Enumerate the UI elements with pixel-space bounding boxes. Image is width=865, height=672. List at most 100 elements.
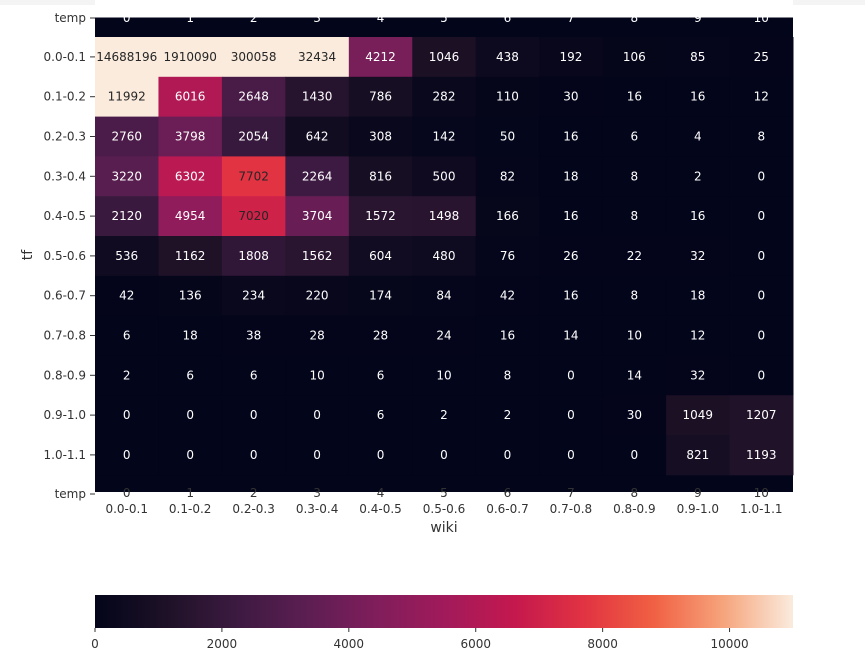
heatmap-cell xyxy=(412,37,477,78)
colorbar xyxy=(95,595,793,628)
x-top-partial-label: 1 xyxy=(186,11,194,25)
cell-value-label: 0 xyxy=(504,448,512,462)
cell-value-label: 6016 xyxy=(175,90,206,104)
heatmap-cell xyxy=(158,196,223,237)
cell-value-label: 16 xyxy=(690,209,705,223)
cell-value-label: 2 xyxy=(123,368,131,382)
heatmap-cell xyxy=(412,315,477,356)
heatmap-cell xyxy=(158,435,223,476)
cell-value-label: 84 xyxy=(436,289,451,303)
heatmap-cell xyxy=(158,395,223,436)
y-tick-label: temp xyxy=(55,11,86,25)
cell-value-label: 2264 xyxy=(302,169,333,183)
heatmap-cell xyxy=(539,315,604,356)
cell-value-label: 480 xyxy=(433,249,456,263)
heatmap-cell xyxy=(666,196,731,237)
cell-value-label: 10 xyxy=(627,329,642,343)
cell-value-label: 0 xyxy=(567,408,575,422)
y-tick-label: 0.4-0.5 xyxy=(44,209,87,223)
heatmap-cell xyxy=(539,196,604,237)
heatmap-cell xyxy=(602,236,667,277)
heatmap-cell xyxy=(539,435,604,476)
heatmap-cell xyxy=(539,395,604,436)
heatmap-cell xyxy=(729,37,794,78)
cell-value-label: 32434 xyxy=(298,50,336,64)
heatmap-cell xyxy=(666,315,731,356)
heatmap-cell xyxy=(95,156,159,197)
heatmap-cell xyxy=(666,435,731,476)
cell-value-label: 12 xyxy=(754,90,769,104)
x-overlap-label: 0 xyxy=(123,486,131,500)
cell-value-label: 142 xyxy=(433,130,456,144)
x-overlap-label: 5 xyxy=(440,486,448,500)
heatmap-cell xyxy=(602,116,667,157)
cell-value-label: 0 xyxy=(440,448,448,462)
cell-value-label: 536 xyxy=(115,249,138,263)
x-tick-label: 0.9-1.0 xyxy=(677,502,720,516)
cell-value-label: 76 xyxy=(500,249,515,263)
cell-value-label: 192 xyxy=(559,50,582,64)
cell-value-label: 0 xyxy=(757,329,765,343)
heatmap-cell xyxy=(475,236,540,277)
cell-value-label: 16 xyxy=(627,90,642,104)
cell-value-label: 0 xyxy=(757,249,765,263)
heatmap-cell xyxy=(729,435,794,476)
heatmap-cell xyxy=(221,315,286,356)
heatmap-cell xyxy=(666,275,731,317)
cell-value-label: 1162 xyxy=(175,249,206,263)
heatmap-cell xyxy=(412,76,477,118)
heatmap-cell xyxy=(539,275,604,317)
cell-value-label: 32 xyxy=(690,249,705,263)
cell-value-label: 0 xyxy=(567,448,575,462)
heatmap-cell xyxy=(666,355,731,396)
cell-value-label: 0 xyxy=(250,448,258,462)
cell-value-label: 1207 xyxy=(746,408,777,422)
cell-value-label: 1049 xyxy=(683,408,714,422)
cell-value-label: 16 xyxy=(563,130,578,144)
cell-value-label: 642 xyxy=(306,130,329,144)
cell-value-label: 1562 xyxy=(302,249,333,263)
cell-value-label: 1430 xyxy=(302,90,333,104)
heatmap-cell-labels: 14688196 1910090 300058 32434 4212 1046 438 192… xyxy=(96,50,776,462)
cell-value-label: 220 xyxy=(306,289,329,303)
heatmap-cell xyxy=(285,315,350,356)
x-top-partial-label: 9 xyxy=(694,11,702,25)
heatmap-cell xyxy=(729,315,794,356)
heatmap-cell xyxy=(285,355,350,396)
heatmap-cell xyxy=(158,37,223,78)
cell-value-label: 16 xyxy=(563,289,578,303)
cell-value-label: 4212 xyxy=(365,50,396,64)
heatmap-cell xyxy=(95,435,159,476)
cell-value-label: 1572 xyxy=(365,209,396,223)
heatmap-cell xyxy=(285,435,350,476)
heatmap-cell xyxy=(158,275,223,317)
heatmap-cell xyxy=(729,275,794,317)
heatmap-cell xyxy=(602,37,667,78)
cell-value-label: 6302 xyxy=(175,169,206,183)
x-tick-label: 0.4-0.5 xyxy=(359,502,402,516)
heatmap-cell xyxy=(95,355,159,396)
heatmap-cell xyxy=(602,156,667,197)
cell-value-label: 50 xyxy=(500,130,515,144)
heatmap-cell xyxy=(475,37,540,78)
cell-value-label: 38 xyxy=(246,329,261,343)
cell-value-label: 11992 xyxy=(108,90,146,104)
cell-value-label: 136 xyxy=(179,289,202,303)
heatmap-cell xyxy=(221,116,286,157)
y-tick-label: 0.7-0.8 xyxy=(44,329,87,343)
heatmap-cell xyxy=(412,196,477,237)
cell-value-label: 2 xyxy=(694,169,702,183)
x-overlap-label: 4 xyxy=(377,486,385,500)
cell-value-label: 0 xyxy=(377,448,385,462)
heatmap-cell xyxy=(539,355,604,396)
x-tick-label: 0.2-0.3 xyxy=(232,502,275,516)
x-overlap-label: 7 xyxy=(567,486,575,500)
cell-value-label: 25 xyxy=(754,50,769,64)
y-tick-label: 0.6-0.7 xyxy=(44,289,87,303)
heatmap-cell xyxy=(95,315,159,356)
cell-value-label: 4954 xyxy=(175,209,206,223)
heatmap-cell xyxy=(158,315,223,356)
heatmap-cell xyxy=(412,116,477,157)
heatmap-cell xyxy=(221,76,286,118)
cell-value-label: 85 xyxy=(690,50,705,64)
